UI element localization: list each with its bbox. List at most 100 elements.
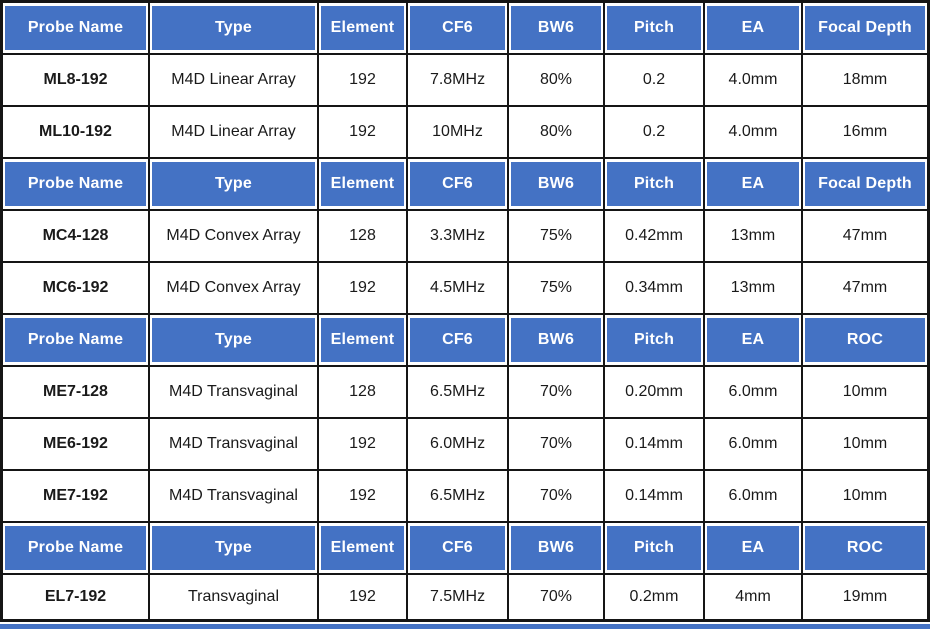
- column-header-type: Type: [150, 3, 319, 55]
- data-cell: 192: [319, 471, 408, 523]
- column-header-label: CF6: [410, 162, 505, 206]
- column-header-element: Element: [319, 3, 408, 55]
- cropped-header-strip: [0, 624, 930, 629]
- data-cell: 0.2: [605, 107, 705, 159]
- data-cell: 128: [319, 367, 408, 419]
- column-header-label: ROC: [805, 526, 925, 570]
- data-cell: M4D Transvaginal: [150, 471, 319, 523]
- column-header-label: EA: [707, 162, 799, 206]
- table-row: MC6-192 M4D Convex Array 192 4.5MHz 75% 0.34m…: [3, 263, 927, 315]
- data-cell: 6.0mm: [705, 419, 803, 471]
- column-header-bw6: BW6: [509, 159, 605, 211]
- column-header-bw6: BW6: [509, 3, 605, 55]
- data-cell: 0.2mm: [605, 575, 705, 619]
- table-row: ME7-192 M4D Transvaginal 192 6.5MHz 70% 0.14m…: [3, 471, 927, 523]
- column-header-label: BW6: [511, 162, 601, 206]
- data-cell: 128: [319, 211, 408, 263]
- data-cell: 6.5MHz: [408, 367, 509, 419]
- column-header-label: Type: [152, 6, 315, 50]
- probe-name-cell: ME6-192: [3, 419, 150, 471]
- column-header-label: Probe Name: [5, 526, 146, 570]
- column-header-label: Probe Name: [5, 318, 146, 362]
- column-header-roc: ROC: [803, 523, 927, 575]
- column-header-label: Focal Depth: [805, 162, 925, 206]
- column-header-ea: EA: [705, 523, 803, 575]
- data-cell: 0.14mm: [605, 419, 705, 471]
- data-cell: 192: [319, 55, 408, 107]
- data-cell: 192: [319, 419, 408, 471]
- data-cell: 10mm: [803, 419, 927, 471]
- data-cell: 192: [319, 107, 408, 159]
- header-row: Probe Name Type Element CF6 BW6 Pitch EA Focal …: [3, 3, 927, 55]
- column-header-label: CF6: [410, 6, 505, 50]
- header-row: Probe Name Type Element CF6 BW6 Pitch EA Focal …: [3, 159, 927, 211]
- column-header-bw6: BW6: [509, 315, 605, 367]
- data-cell: 7.5MHz: [408, 575, 509, 619]
- data-cell: 4.0mm: [705, 107, 803, 159]
- column-header-label: ROC: [805, 318, 925, 362]
- header-row: Probe Name Type Element CF6 BW6 Pitch EA ROC: [3, 315, 927, 367]
- data-cell: 10MHz: [408, 107, 509, 159]
- column-header-label: CF6: [410, 318, 505, 362]
- data-cell: 6.5MHz: [408, 471, 509, 523]
- column-header-pitch: Pitch: [605, 159, 705, 211]
- data-cell: 192: [319, 263, 408, 315]
- data-cell: 0.34mm: [605, 263, 705, 315]
- data-cell: 19mm: [842, 588, 888, 605]
- column-header-label: Element: [321, 526, 404, 570]
- header-row: Probe Name Type Element CF6 BW6 Pitch EA ROC: [3, 523, 927, 575]
- column-header-label: Focal Depth: [805, 6, 925, 50]
- table-row: ML8-192 M4D Linear Array 192 7.8MHz 80% 0.2 4.…: [3, 55, 927, 107]
- column-header-label: Probe Name: [5, 162, 146, 206]
- data-cell: 80%: [509, 107, 605, 159]
- column-header-label: BW6: [511, 526, 601, 570]
- table-row: EL7-192 Transvaginal 192 7.5MHz 70% 0.2mm 4mm 1…: [3, 575, 927, 619]
- column-header-probe-name: Probe Name: [3, 315, 150, 367]
- column-header-cf6: CF6: [408, 159, 509, 211]
- column-header-type: Type: [150, 315, 319, 367]
- probe-name-cell: MC6-192: [3, 263, 150, 315]
- column-header-element: Element: [319, 523, 408, 575]
- table-row: ML10-192 M4D Linear Array 192 10MHz 80% 0.2 4.…: [3, 107, 927, 159]
- data-cell: 3.3MHz: [408, 211, 509, 263]
- column-header-label: Element: [321, 318, 404, 362]
- data-cell: 13mm: [705, 211, 803, 263]
- data-cell: 4.5MHz: [408, 263, 509, 315]
- column-header-label: Element: [321, 162, 404, 206]
- column-header-label: Type: [152, 318, 315, 362]
- data-cell: 192: [319, 575, 408, 619]
- column-header-bw6: BW6: [509, 523, 605, 575]
- column-header-label: Pitch: [607, 162, 701, 206]
- column-header-pitch: Pitch: [605, 523, 705, 575]
- probe-name-cell: ML8-192: [3, 55, 150, 107]
- data-cell: M4D Transvaginal: [150, 367, 319, 419]
- probe-name-cell: ML10-192: [3, 107, 150, 159]
- probe-name-cell: MC4-128: [3, 211, 150, 263]
- table-row: MC4-128 M4D Convex Array 128 3.3MHz 75% 0.42m…: [3, 211, 927, 263]
- data-cell: 13mm: [705, 263, 803, 315]
- data-cell: 10mm: [803, 367, 927, 419]
- column-header-type: Type: [150, 523, 319, 575]
- column-header-ea: EA: [705, 3, 803, 55]
- column-header-probe-name: Probe Name: [3, 523, 150, 575]
- data-cell: 47mm: [803, 263, 927, 315]
- data-cell: 6.0mm: [705, 471, 803, 523]
- column-header-roc: ROC: [803, 315, 927, 367]
- data-cell: 0.20mm: [605, 367, 705, 419]
- column-header-label: CF6: [410, 526, 505, 570]
- data-cell: 47mm: [803, 211, 927, 263]
- column-header-ea: EA: [705, 159, 803, 211]
- data-cell: 7.8MHz: [408, 55, 509, 107]
- column-header-label: EA: [707, 526, 799, 570]
- column-header-cf6: CF6: [408, 315, 509, 367]
- data-cell: Transvaginal: [150, 575, 319, 619]
- column-header-label: Element: [321, 6, 404, 50]
- column-header-pitch: Pitch: [605, 315, 705, 367]
- column-header-focal-depth: Focal Depth: [803, 3, 927, 55]
- data-cell: 6.0MHz: [408, 419, 509, 471]
- column-header-focal-depth: Focal Depth: [803, 159, 927, 211]
- column-header-type: Type: [150, 159, 319, 211]
- data-cell: 75%: [509, 263, 605, 315]
- data-cell: 70%: [509, 419, 605, 471]
- data-cell: M4D Convex Array: [150, 263, 319, 315]
